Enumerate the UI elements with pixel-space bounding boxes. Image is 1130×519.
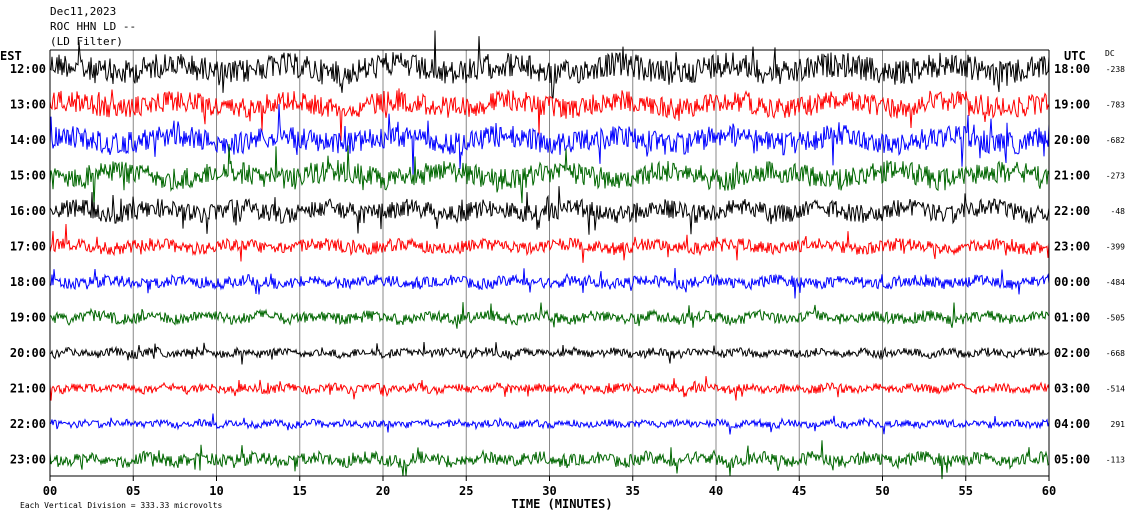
est-hour-label: 15:00 xyxy=(10,169,46,183)
x-tick-label: 05 xyxy=(126,484,140,498)
utc-hour-label: 22:00 xyxy=(1054,204,1090,218)
dc-value-label: -505 xyxy=(1106,314,1125,323)
x-tick-label: 35 xyxy=(626,484,640,498)
dc-value-label: -783 xyxy=(1106,101,1125,110)
trace-1700 xyxy=(49,223,1050,263)
x-tick-labels: 00 05 10 15 20 25 30 35 40 45 50 55 60 xyxy=(43,484,1056,498)
trace-1500 xyxy=(49,143,1050,209)
dc-value-label: -113 xyxy=(1106,456,1125,465)
est-hour-label: 18:00 xyxy=(10,275,46,289)
est-hour-label: 17:00 xyxy=(10,240,46,254)
trace-2300 xyxy=(49,440,1050,480)
trace-1300 xyxy=(49,88,1050,141)
utc-hour-label: 02:00 xyxy=(1054,346,1090,360)
utc-hour-label: 18:00 xyxy=(1054,62,1090,76)
dc-value-label: -484 xyxy=(1106,278,1125,287)
footer-note: Each Vertical Division = 333.33 microvol… xyxy=(20,501,222,510)
est-hour-label: 22:00 xyxy=(10,417,46,431)
est-hour-label: 14:00 xyxy=(10,133,46,147)
est-hour-label: 13:00 xyxy=(10,98,46,112)
dc-value-label: -238 xyxy=(1106,65,1125,74)
dc-value-label: -399 xyxy=(1106,243,1125,252)
utc-hour-label: 01:00 xyxy=(1054,311,1090,325)
est-hour-label: 23:00 xyxy=(10,453,46,467)
header-station: ROC HHN LD -- xyxy=(50,20,136,33)
trace-1400 xyxy=(49,103,1050,175)
header-date: Dec11,2023 xyxy=(50,5,116,18)
utc-hour-label: 05:00 xyxy=(1054,453,1090,467)
seismic-traces xyxy=(49,30,1050,480)
vertical-gridlines xyxy=(132,50,967,476)
est-hour-label: 19:00 xyxy=(10,311,46,325)
x-tick-label: 00 xyxy=(43,484,57,498)
trace-2200 xyxy=(49,413,1050,435)
plot-frame xyxy=(49,49,1050,481)
dc-value-label: -273 xyxy=(1106,172,1125,181)
trace-1800 xyxy=(49,267,1050,299)
dc-offset-labels: -238 -783 -682 -273 -48 -399 -484 -505 -668 -514 2… xyxy=(1106,65,1125,465)
trace-2100 xyxy=(49,376,1050,401)
utc-hour-label: 00:00 xyxy=(1054,275,1090,289)
dc-value-label: 291 xyxy=(1111,420,1126,429)
est-time-labels: 12:00 13:00 14:00 15:00 16:00 17:00 18:00 19:00… xyxy=(10,62,46,467)
dc-value-label: -48 xyxy=(1111,207,1126,216)
utc-hour-label: 04:00 xyxy=(1054,417,1090,431)
x-tick-label: 20 xyxy=(376,484,390,498)
utc-hour-label: 03:00 xyxy=(1054,382,1090,396)
utc-hour-label: 19:00 xyxy=(1054,98,1090,112)
x-tick-label: 40 xyxy=(709,484,723,498)
header-filter: (LD Filter) xyxy=(50,35,123,48)
dc-value-label: -514 xyxy=(1106,385,1125,394)
est-hour-label: 20:00 xyxy=(10,346,46,360)
x-tick-label: 25 xyxy=(459,484,473,498)
x-tick-label: 10 xyxy=(209,484,223,498)
x-tick-label: 30 xyxy=(542,484,556,498)
x-axis-title: TIME (MINUTES) xyxy=(511,497,612,511)
utc-axis-label: UTC xyxy=(1064,49,1086,63)
x-tick-label: 60 xyxy=(1042,484,1056,498)
utc-hour-label: 20:00 xyxy=(1054,133,1090,147)
trace-1900 xyxy=(50,302,1050,329)
trace-1200 xyxy=(49,30,1050,99)
est-hour-label: 12:00 xyxy=(10,62,46,76)
utc-time-labels: 18:00 19:00 20:00 21:00 22:00 23:00 00:00 01:00… xyxy=(1054,62,1090,467)
x-tick-label: 15 xyxy=(293,484,307,498)
x-tick-label: 50 xyxy=(875,484,889,498)
est-hour-label: 16:00 xyxy=(10,204,46,218)
utc-hour-label: 21:00 xyxy=(1054,169,1090,183)
dc-axis-label: DC xyxy=(1105,49,1115,58)
x-tick-label: 45 xyxy=(792,484,806,498)
x-tick-label: 55 xyxy=(959,484,973,498)
dc-value-label: -682 xyxy=(1106,136,1125,145)
dc-value-label: -668 xyxy=(1106,349,1125,358)
trace-1600 xyxy=(49,186,1050,235)
est-axis-label: EST xyxy=(0,49,22,63)
trace-2000 xyxy=(49,342,1050,365)
est-hour-label: 21:00 xyxy=(10,382,46,396)
utc-hour-label: 23:00 xyxy=(1054,240,1090,254)
